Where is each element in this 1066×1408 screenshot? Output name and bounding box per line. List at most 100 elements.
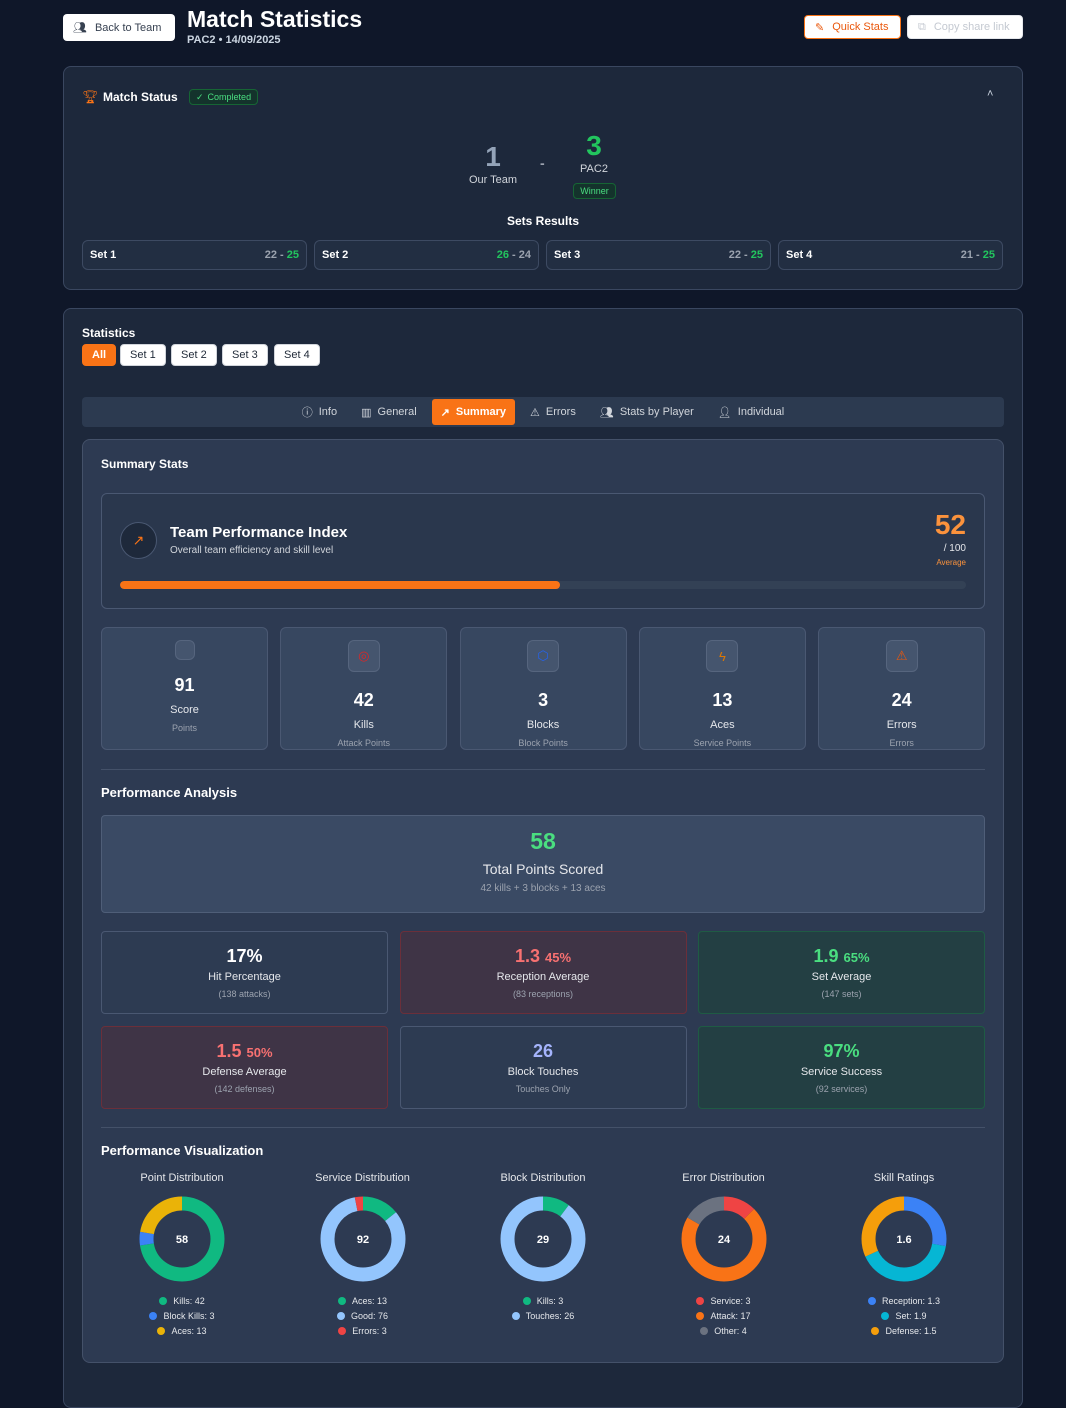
analysis-defense-average: 1.5 50% Defense Average (142 defenses): [101, 1026, 388, 1109]
shield-icon: ⬡: [527, 640, 560, 672]
analysis-sublabel: (138 attacks): [218, 989, 271, 999]
filter-set-1[interactable]: Set 1: [120, 344, 166, 366]
donut-slice-kills[interactable]: [139, 1196, 225, 1282]
set-label: Set 3: [554, 249, 581, 261]
sets-results-title: Sets Results: [506, 214, 580, 228]
stat-card-kills: ◎ 42 Kills Attack Points: [280, 627, 448, 750]
legend-item: Block Kills: 3: [92, 1309, 272, 1324]
filter-set-4[interactable]: Set 4: [274, 344, 320, 366]
analysis-sublabel: Touches Only: [515, 1084, 571, 1094]
chart-legend: Kills: 42 Block Kills: 3 Aces: 13: [92, 1294, 272, 1339]
chart-error-distribution: Error Distribution 24 Service: 3 Attack: 17…: [634, 1172, 814, 1339]
set-label: Set 2: [322, 249, 349, 261]
blank-icon: [174, 640, 195, 660]
legend-dot: [337, 1297, 346, 1305]
stat-value: 42: [353, 690, 374, 710]
donut-chart: 58: [139, 1196, 225, 1282]
users-icon: 👥︎: [73, 22, 87, 34]
legend-item: Other: 4: [634, 1324, 814, 1339]
opponent-label: PAC2: [580, 163, 608, 175]
filter-set-3[interactable]: Set 3: [222, 344, 268, 366]
donut-slice-good[interactable]: [320, 1196, 405, 1282]
page-title: Match Statistics: [187, 6, 363, 32]
collapse-chevron-icon[interactable]: ˄: [987, 88, 994, 100]
set-score: 26 - 24: [496, 249, 531, 261]
set-result-2: Set 2 26 - 24: [314, 240, 539, 270]
analysis-label: Defense Average: [202, 1066, 287, 1078]
set-label: Set 4: [786, 249, 813, 261]
stat-sublabel: Points: [171, 723, 197, 733]
analysis-value: 26: [532, 1041, 554, 1061]
donut-slice-set[interactable]: [861, 1196, 947, 1282]
tab-info[interactable]: ⓘ Info: [301, 406, 338, 419]
performance-analysis-title: Performance Analysis: [101, 785, 238, 800]
tab-individual[interactable]: 👤︎ Individual: [717, 406, 785, 419]
set-label: Set 1: [90, 249, 117, 261]
set-result-3: Set 3 22 - 25: [546, 240, 771, 270]
total-points-card: 58 Total Points Scored 42 kills + 3 bloc…: [101, 815, 985, 913]
stat-label: Score: [170, 704, 199, 716]
analysis-sublabel: (142 defenses): [214, 1084, 275, 1094]
quick-stats-button[interactable]: ✎ Quick Stats: [804, 15, 901, 39]
legend-dot: [871, 1327, 880, 1335]
chart-title: Service Distribution: [315, 1172, 410, 1184]
tab-errors[interactable]: ⚠ Errors: [530, 406, 576, 419]
winner-badge: Winner: [573, 183, 616, 199]
analysis-reception-average: 1.3 45% Reception Average (83 receptions): [399, 931, 687, 1014]
tpi-progress-fill: [120, 581, 560, 589]
divider: [101, 1127, 985, 1128]
legend-item: Aces: 13: [92, 1324, 272, 1339]
warning-icon: ⚠: [530, 406, 540, 419]
legend-dot: [881, 1312, 890, 1320]
chart-legend: Aces: 13 Good: 76 Errors: 3: [273, 1294, 453, 1339]
tpi-subtitle: Overall team efficiency and skill level: [170, 545, 334, 556]
legend-item: Attack: 17: [634, 1309, 814, 1324]
copy-share-link-button[interactable]: ⧉ Copy share link: [907, 15, 1023, 39]
trend-up-icon: ↗: [440, 406, 450, 419]
tab-stats-by-player[interactable]: 👥︎ Stats by Player: [599, 406, 694, 419]
tab-summary[interactable]: ↗ Summary: [431, 399, 516, 425]
chart-legend: Service: 3 Attack: 17 Other: 4: [634, 1294, 814, 1339]
performance-visualization-title: Performance Visualization: [101, 1143, 264, 1158]
stat-label: Blocks: [526, 719, 560, 731]
stat-value: 24: [891, 690, 912, 710]
tpi-value: 52: [934, 509, 966, 540]
set-score: 22 - 25: [264, 249, 299, 261]
back-to-team-button[interactable]: 👥︎ Back to Team: [63, 14, 175, 41]
analysis-block-touches: 26 Block Touches Touches Only: [399, 1026, 687, 1109]
legend-item: Aces: 13: [273, 1294, 453, 1309]
summary-title: Summary Stats: [101, 457, 189, 471]
donut-chart: 92: [320, 1196, 405, 1282]
donut-slice-touches[interactable]: [500, 1196, 586, 1282]
donut-slice-other[interactable]: [681, 1196, 766, 1282]
info-icon: ⓘ: [301, 407, 313, 419]
set-score: 22 - 25: [728, 249, 763, 261]
legend-dot: [696, 1312, 705, 1320]
legend-dot: [700, 1327, 709, 1335]
legend-dot: [867, 1297, 876, 1305]
analysis-percent: 50%: [246, 1045, 273, 1060]
filter-all[interactable]: All: [82, 344, 117, 366]
donut-slice-block-kills[interactable]: [139, 1196, 225, 1282]
set-result-4: Set 4 21 - 25: [778, 240, 1003, 270]
divider: [101, 769, 985, 770]
donut-slice-errors[interactable]: [320, 1196, 405, 1282]
donut-slice-attack[interactable]: [681, 1196, 766, 1282]
target-icon: ◎: [347, 640, 380, 672]
stat-card-errors: ⚠ 24 Errors Errors: [818, 627, 986, 750]
status-badge: ✓ Completed: [189, 89, 259, 105]
opponent-score: 3: [586, 130, 602, 161]
donut-slice-defense[interactable]: [861, 1196, 947, 1282]
tpi-progress-bar: [120, 581, 966, 589]
stat-value: 91: [174, 675, 195, 695]
bar-chart-icon: ▥: [361, 406, 372, 419]
chart-title: Block Distribution: [500, 1172, 586, 1184]
legend-dot: [149, 1312, 158, 1320]
chart-block-distribution: Block Distribution 29 Kills: 3 Touches: 26: [453, 1172, 633, 1324]
filter-set-2[interactable]: Set 2: [171, 344, 217, 366]
tab-general[interactable]: ▥ General: [361, 406, 417, 419]
our-team-label: Our Team: [468, 174, 518, 186]
stat-value: 3: [538, 690, 549, 710]
chart-service-distribution: Service Distribution 92 Aces: 13 Good: 76 Er…: [273, 1172, 453, 1339]
chart-title: Error Distribution: [682, 1172, 765, 1184]
